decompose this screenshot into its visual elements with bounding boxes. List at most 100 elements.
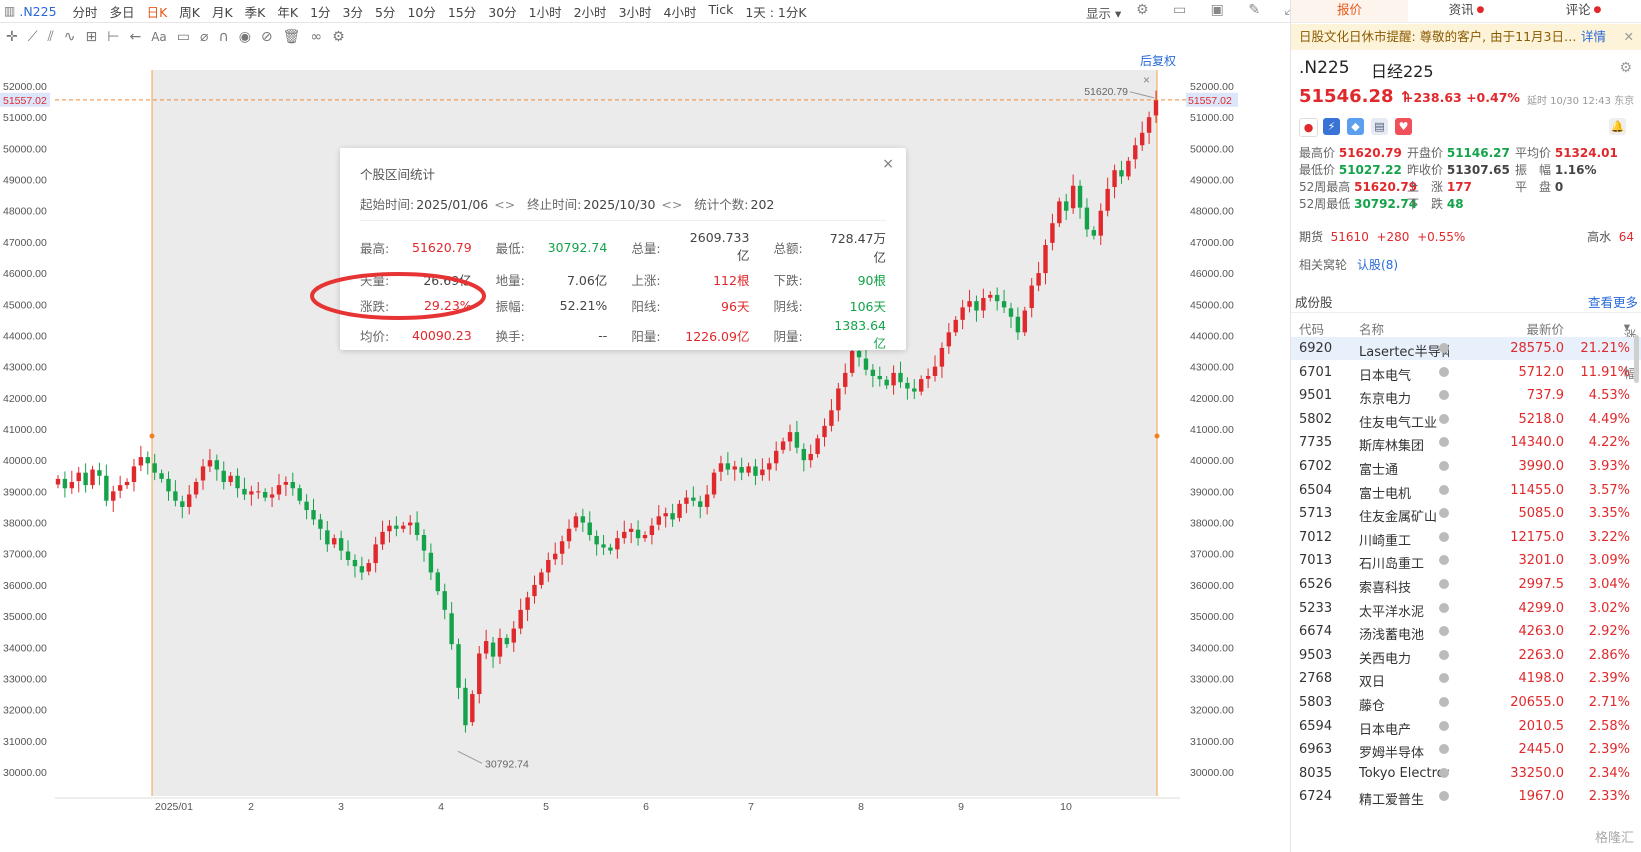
component-row[interactable]: 8035 Tokyo Electron 33250.0 2.34% — [1291, 762, 1641, 785]
tab-2[interactable]: 评论 ● — [1565, 2, 1602, 17]
line-tool-icon[interactable]: ⟋ — [27, 29, 38, 45]
component-row[interactable]: 6526 索喜科技 2997.5 3.04% — [1291, 573, 1641, 596]
component-row[interactable]: 2768 双日 4198.0 2.39% — [1291, 667, 1641, 690]
wave-tool-icon[interactable]: ∿ — [63, 29, 76, 45]
y-tick-label: 39000.00 — [1190, 486, 1234, 498]
component-row[interactable]: 5233 太平洋水泥 4299.0 3.02% — [1291, 597, 1641, 620]
timeframe-1[interactable]: 多日 — [109, 4, 135, 20]
timeframe-15[interactable]: 3小时 — [618, 4, 652, 20]
link-icon[interactable]: ∞ — [310, 29, 323, 45]
high-annotation: 51620.79 — [1084, 86, 1128, 98]
timeframe-2[interactable]: 日K — [146, 4, 168, 20]
clock-icon — [1439, 767, 1449, 778]
component-name: 斯库林集团 — [1359, 439, 1425, 455]
trash-icon[interactable]: 🗑 — [282, 29, 301, 45]
component-name: 石川岛重工 — [1359, 557, 1425, 573]
channel-tool-icon[interactable]: ⫽ — [47, 29, 54, 45]
tab-0[interactable]: 报价 — [1291, 0, 1408, 22]
end-date[interactable]: 2025/10/30 — [583, 197, 656, 212]
component-row[interactable]: 7012 川崎重工 12175.0 3.22% — [1291, 526, 1641, 549]
candle — [1043, 239, 1048, 285]
timeframe-5[interactable]: 季K — [244, 4, 266, 20]
component-row[interactable]: 6594 日本电产 2010.5 2.58% — [1291, 715, 1641, 738]
adjust-start-icon[interactable]: <> — [494, 197, 516, 212]
y-tick-label: 33000.00 — [3, 673, 47, 685]
tag-icon[interactable]: ◆ — [1347, 118, 1364, 135]
crosshair-icon[interactable]: ✛ — [6, 29, 18, 45]
adjust-end-icon[interactable]: <> — [661, 197, 683, 212]
y-tick-label: 50000.00 — [1190, 143, 1234, 155]
timeframe-17[interactable]: Tick — [708, 1, 734, 17]
favorite-heart-icon[interactable]: ♥ — [1395, 118, 1412, 135]
clock-icon — [1439, 626, 1449, 637]
component-row[interactable]: 7735 斯库林集团 14340.0 4.22% — [1291, 431, 1641, 454]
component-row[interactable]: 5713 住友金属矿山 5085.0 3.35% — [1291, 502, 1641, 525]
start-date[interactable]: 2025/01/06 — [416, 197, 489, 212]
alert-bell-icon[interactable]: 🔔 — [1609, 118, 1626, 135]
notice-close-icon[interactable]: ✕ — [1623, 29, 1634, 44]
timeframe-6[interactable]: 年K — [277, 4, 299, 20]
component-name: 藤仓 — [1359, 699, 1386, 714]
sort-pct-header[interactable]: 涨跌幅 ▾ — [1623, 319, 1637, 381]
symbol-label[interactable]: .N225 — [19, 3, 57, 19]
quote-side-panel: 报价 资讯 ● 评论 ● 日股文化日休市提醒: 尊敬的客户, 由于11月3日(...… — [1290, 0, 1641, 852]
component-row[interactable]: 9501 东京电力 737.9 4.53% — [1291, 384, 1641, 407]
components-more-link[interactable]: 查看更多 — [1587, 295, 1638, 310]
candle-body — [698, 501, 703, 507]
component-row[interactable]: 6701 日本电气 5712.0 11.91% — [1291, 361, 1641, 384]
eraser-icon[interactable]: ⌀ — [200, 29, 209, 45]
timeframe-11[interactable]: 15分 — [447, 4, 477, 20]
candle — [435, 568, 441, 595]
hide-icon[interactable]: ⊘ — [260, 29, 273, 45]
component-row[interactable]: 6920 Lasertec半导体 28575.0 21.21% — [1291, 337, 1641, 360]
candlestick-chart[interactable]: 52000.00 52000.00 51000.00 51000.00 50000.00… — [0, 50, 1238, 852]
fib-tool-icon[interactable]: ⊞ — [85, 29, 98, 45]
component-row[interactable]: 6963 罗姆半导体 2445.0 2.39% — [1291, 738, 1641, 761]
display-menu[interactable]: 显示 ▾ — [1086, 6, 1122, 21]
component-row[interactable]: 6504 富士电机 11455.0 3.57% — [1291, 479, 1641, 502]
timeframe-4[interactable]: 月K — [211, 4, 233, 20]
warrants-link[interactable]: 认股(8) — [1357, 258, 1399, 272]
component-row[interactable]: 6724 精工爱普生 1967.0 2.33% — [1291, 785, 1641, 808]
timeframe-3[interactable]: 周K — [179, 4, 200, 20]
magnet-icon[interactable]: ∩ — [218, 29, 229, 45]
timeframe-18[interactable]: 1天 : 1分K — [745, 4, 807, 20]
candle — [1029, 278, 1034, 318]
flash-icon[interactable]: ⚡ — [1323, 118, 1340, 135]
related-warrants: 相关窝轮 认股(8) — [1299, 258, 1399, 272]
close-icon[interactable]: × — [882, 156, 894, 172]
gear-small-icon[interactable]: ⚙ — [332, 29, 345, 45]
quote-settings-icon[interactable]: ⚙ — [1619, 60, 1632, 76]
timeframe-0[interactable]: 分时 — [72, 4, 98, 20]
timeframe-14[interactable]: 2小时 — [573, 4, 607, 20]
timeframe-8[interactable]: 3分 — [342, 4, 363, 20]
timeframe-16[interactable]: 4小时 — [663, 4, 697, 20]
component-row[interactable]: 9503 关西电力 2263.0 2.86% — [1291, 644, 1641, 667]
component-row[interactable]: 5802 住友电气工业 5218.0 4.49% — [1291, 408, 1641, 431]
text-tool-icon[interactable]: Aa — [151, 30, 167, 44]
doc-icon[interactable]: ▤ — [1371, 118, 1388, 135]
candle-body — [642, 535, 648, 539]
arrow-tool-icon[interactable]: ← — [129, 29, 142, 45]
component-row[interactable]: 5803 藤仓 20655.0 2.71% — [1291, 691, 1641, 714]
timeframe-12[interactable]: 30分 — [488, 4, 517, 20]
component-row[interactable]: 6674 汤浅蓄电池 4263.0 2.92% — [1291, 620, 1641, 643]
comment-tool-icon[interactable]: ▭ — [176, 29, 190, 45]
futures-row[interactable]: 期货 51610 +280 +0.55% 高水 64 — [1299, 230, 1634, 244]
component-row[interactable]: 6702 富士通 3990.0 3.93% — [1291, 455, 1641, 478]
tab-1[interactable]: 资讯 ● — [1448, 2, 1485, 17]
measure-tool-icon[interactable]: ⊢ — [107, 29, 120, 45]
timeframe-10[interactable]: 10分 — [407, 4, 436, 20]
timeframe-7[interactable]: 1分 — [310, 4, 331, 20]
timeframe-9[interactable]: 5分 — [374, 4, 396, 20]
sidebar-toggle-icon[interactable]: ▥ — [4, 4, 16, 18]
stat-label: 涨跌: — [360, 298, 390, 314]
eye-icon[interactable]: ◉ — [238, 29, 251, 45]
settings-icon[interactable]: ⚙ ▭ ▣ ✎ ⤢ ◧ — [1136, 2, 1344, 18]
list-scrollbar[interactable] — [1634, 335, 1639, 383]
notice-detail-link[interactable]: 详情 — [1581, 29, 1607, 44]
timeframe-13[interactable]: 1小时 — [528, 4, 562, 20]
candle-body — [159, 473, 164, 479]
restore-adjust-button[interactable]: 后复权 — [1140, 54, 1177, 68]
component-row[interactable]: 7013 石川岛重工 3201.0 3.09% — [1291, 549, 1641, 572]
